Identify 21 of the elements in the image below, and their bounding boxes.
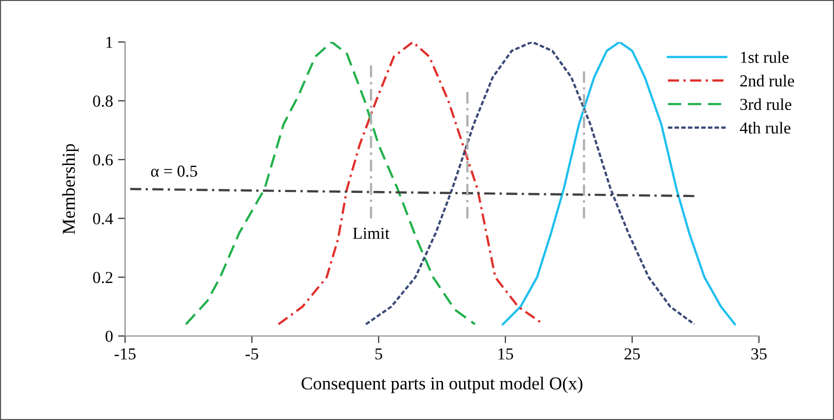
x-tick-label: 35: [751, 348, 767, 360]
line-series: [502, 42, 736, 326]
y-tick-label: 0.2: [93, 272, 112, 284]
x-tick-label: -5: [246, 348, 258, 360]
y-axis-title: Membership: [62, 144, 79, 234]
x-tick-label: 5: [375, 348, 382, 360]
legend-label: 2nd rule: [740, 74, 794, 86]
y-tick-label: 1: [106, 36, 112, 48]
legend-label: 4th rule: [740, 122, 790, 134]
annotation: Limit: [352, 228, 390, 239]
legend-label: 1st rule: [741, 51, 789, 63]
x-axis-title: Consequent parts in output model O(x): [302, 376, 582, 394]
y-tick-label: 0: [106, 330, 113, 342]
y-tick-label: 0.6: [93, 154, 113, 166]
legend-label: 3rd rule: [740, 98, 792, 110]
y-tick-label: 0.8: [93, 96, 113, 107]
x-tick-label: 25: [624, 348, 640, 360]
annotation: α = 0.5: [151, 166, 198, 177]
x-tick-label: -15: [114, 348, 136, 360]
x-tick-label: 15: [498, 348, 514, 360]
y-tick-label: 0.4: [93, 213, 114, 224]
